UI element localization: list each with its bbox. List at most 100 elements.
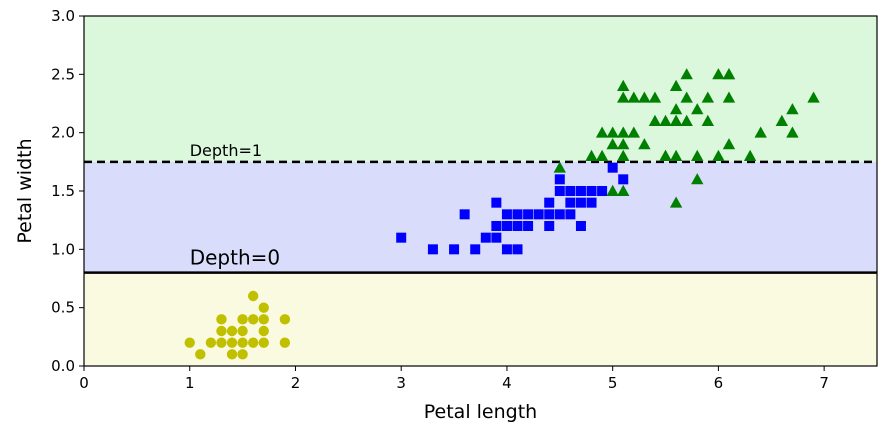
data-point-circle-19 (258, 302, 269, 313)
data-point-square-32 (586, 186, 597, 196)
data-point-square-27 (586, 197, 597, 208)
data-point-triangle-14 (638, 91, 651, 103)
data-point-square-33 (618, 174, 629, 185)
data-point-triangle-46 (606, 138, 619, 150)
data-point-triangle-13 (638, 138, 651, 150)
data-point-triangle-27 (691, 149, 704, 161)
y-tick-label-0: 0.0 (51, 357, 75, 375)
data-point-circle-6 (226, 349, 238, 360)
data-point-triangle-26 (680, 68, 693, 80)
depth-0-label: Depth=0 (190, 246, 280, 270)
data-point-triangle-2 (595, 149, 609, 161)
data-point-triangle-18 (659, 114, 672, 126)
data-point-circle-3 (216, 337, 227, 348)
data-point-square-8 (491, 197, 502, 208)
data-point-circle-10 (237, 337, 248, 348)
data-point-triangle-5 (617, 184, 630, 196)
data-point-triangle-30 (701, 91, 715, 103)
data-point-triangle-42 (691, 173, 704, 185)
data-point-triangle-16 (648, 91, 662, 103)
data-point-triangle-32 (712, 68, 725, 80)
y-axis-label: Petal width (14, 138, 36, 243)
y-tick-label-6: 3.0 (51, 7, 75, 25)
data-point-triangle-20 (669, 149, 683, 161)
data-point-triangle-3 (606, 184, 619, 196)
data-point-triangle-36 (743, 149, 757, 161)
data-point-square-14 (523, 209, 534, 220)
data-point-square-30 (523, 221, 534, 231)
data-point-triangle-41 (807, 91, 820, 103)
depth-1-label: Depth=1 (190, 141, 262, 160)
data-point-circle-21 (279, 314, 291, 325)
data-point-circle-16 (258, 337, 269, 348)
data-point-circle-4 (216, 325, 227, 337)
data-point-triangle-25 (680, 91, 693, 103)
data-point-triangle-33 (722, 138, 736, 150)
data-point-square-5 (480, 232, 491, 243)
x-tick-label-6: 6 (714, 374, 724, 392)
y-tick-label-4: 2.0 (51, 124, 75, 142)
data-point-square-7 (491, 221, 502, 231)
data-point-square-17 (544, 209, 555, 220)
data-point-square-9 (501, 244, 512, 255)
data-point-triangle-45 (722, 68, 736, 80)
data-point-triangle-43 (669, 114, 683, 126)
decision-region-2 (84, 16, 877, 162)
data-point-triangle-34 (722, 91, 736, 103)
data-point-square-16 (544, 221, 555, 231)
data-point-square-4 (470, 244, 481, 255)
data-point-circle-15 (247, 290, 259, 302)
data-point-square-35 (501, 221, 512, 231)
data-point-triangle-8 (617, 126, 630, 138)
data-point-square-18 (544, 197, 555, 208)
data-point-triangle-39 (786, 126, 799, 138)
x-tick-label-3: 3 (396, 374, 406, 392)
data-point-triangle-0 (553, 161, 566, 173)
data-point-triangle-1 (585, 149, 598, 161)
y-tick-label-1: 0.5 (51, 299, 75, 317)
data-point-circle-7 (226, 337, 238, 348)
data-point-circle-5 (216, 314, 227, 325)
data-point-square-2 (449, 244, 460, 255)
data-point-triangle-7 (617, 138, 630, 150)
data-point-triangle-19 (669, 196, 683, 208)
y-tick-label-3: 1.5 (51, 182, 75, 200)
data-point-square-0 (396, 232, 407, 243)
data-point-triangle-11 (627, 126, 641, 138)
x-axis-label: Petal length (424, 401, 537, 423)
x-tick-label-5: 5 (608, 374, 618, 392)
data-point-square-3 (459, 209, 470, 220)
data-point-triangle-37 (754, 126, 767, 138)
y-tick-label-5: 2.5 (51, 65, 75, 83)
data-point-triangle-24 (680, 114, 693, 126)
data-point-triangle-40 (786, 103, 799, 115)
data-point-triangle-15 (648, 114, 662, 126)
x-tick-label-2: 2 (291, 374, 301, 392)
data-point-circle-0 (184, 337, 195, 348)
data-point-triangle-9 (617, 91, 630, 103)
data-point-triangle-12 (627, 91, 641, 103)
data-point-square-19 (554, 209, 565, 220)
data-point-circle-18 (258, 314, 269, 325)
data-point-square-24 (575, 221, 586, 231)
data-point-square-13 (512, 209, 523, 220)
data-point-triangle-10 (617, 79, 630, 91)
data-point-circle-2 (205, 337, 217, 348)
data-point-triangle-29 (701, 114, 715, 126)
data-point-circle-17 (258, 325, 269, 337)
data-point-circle-12 (237, 314, 248, 325)
data-point-triangle-4 (606, 126, 619, 138)
data-point-square-28 (597, 186, 608, 196)
x-tick-label-1: 1 (185, 374, 195, 392)
data-point-square-23 (565, 186, 576, 196)
data-point-square-15 (533, 209, 544, 220)
data-point-square-12 (512, 244, 523, 255)
decision-region-0 (84, 272, 877, 366)
data-point-square-34 (512, 221, 523, 231)
data-point-triangle-47 (595, 126, 609, 138)
data-point-square-11 (501, 209, 512, 220)
data-point-square-21 (565, 209, 576, 220)
data-point-square-6 (491, 232, 502, 243)
data-point-square-1 (427, 244, 438, 255)
